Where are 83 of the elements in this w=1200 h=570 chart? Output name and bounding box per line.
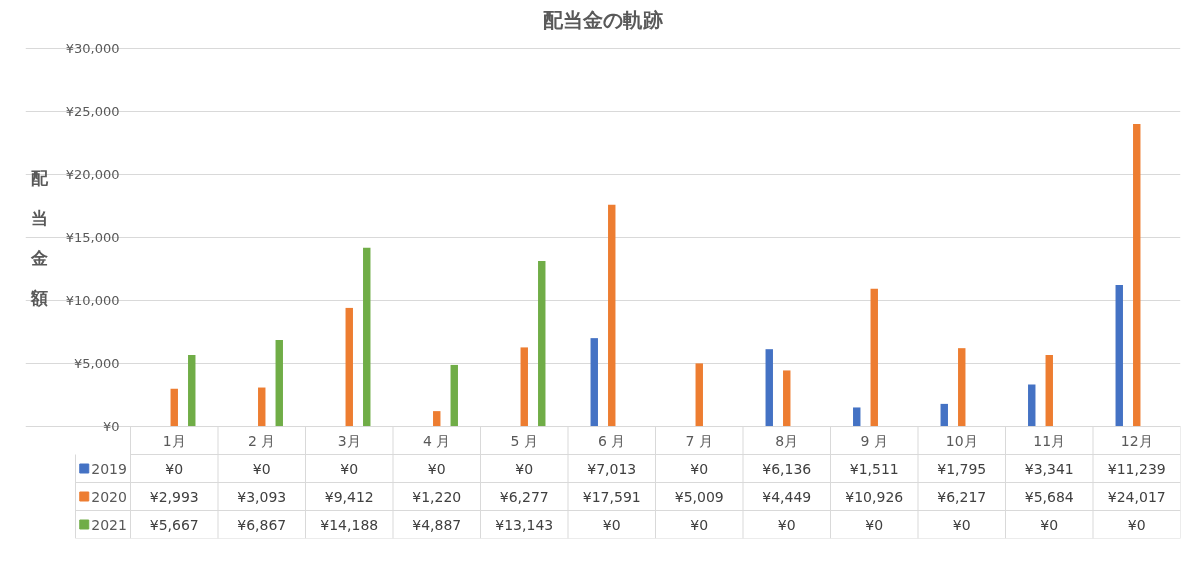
data-label: ¥24,017 — [1107, 488, 1166, 505]
data-label: ¥7,013 — [587, 460, 637, 477]
bar — [765, 349, 773, 427]
data-label: ¥0 — [1040, 516, 1059, 533]
y-tick-label: ¥5,000 — [74, 356, 120, 371]
x-tick-label: 5 月 — [510, 432, 538, 449]
x-tick-label: 1月 — [162, 432, 186, 449]
data-label: ¥2,993 — [149, 488, 199, 505]
bar — [940, 403, 948, 427]
data-label: ¥0 — [690, 516, 709, 533]
data-label: ¥0 — [1127, 516, 1146, 533]
data-label: ¥4,449 — [762, 488, 812, 505]
y-tick-label: ¥25,000 — [65, 104, 120, 119]
x-tick-label: 3月 — [337, 432, 361, 449]
data-label: ¥0 — [427, 460, 446, 477]
bar — [538, 260, 546, 427]
legend-label: 2020 — [91, 488, 127, 505]
bar — [170, 388, 178, 427]
x-tick-label: 7 月 — [685, 432, 713, 449]
data-label: ¥14,188 — [320, 516, 379, 533]
y-tick-label: ¥0 — [102, 419, 120, 434]
data-label: ¥0 — [777, 516, 796, 533]
data-label: ¥6,867 — [237, 516, 287, 533]
y-tick-label: ¥10,000 — [65, 293, 120, 308]
data-label: ¥0 — [252, 460, 271, 477]
data-label: ¥0 — [952, 516, 971, 533]
bar — [520, 347, 528, 427]
x-tick-label: 12月 — [1120, 432, 1153, 449]
data-label: ¥6,277 — [499, 488, 549, 505]
bar — [958, 348, 966, 427]
data-label: ¥1,511 — [849, 460, 899, 477]
data-label: ¥1,795 — [937, 460, 987, 477]
data-label: ¥0 — [602, 516, 621, 533]
bar — [433, 411, 441, 427]
data-label: ¥17,591 — [582, 488, 641, 505]
data-label: ¥11,239 — [1107, 460, 1166, 477]
data-label: ¥1,220 — [412, 488, 462, 505]
bar — [1133, 123, 1141, 427]
bar — [870, 288, 878, 427]
data-label: ¥6,217 — [937, 488, 987, 505]
x-tick-label: 6 月 — [598, 432, 626, 449]
legend-label: 2021 — [91, 516, 127, 533]
y-tick-label: ¥15,000 — [65, 230, 120, 245]
data-label: ¥5,009 — [674, 488, 724, 505]
x-tick-label: 8月 — [775, 432, 799, 449]
chart-title: 配当金の軌跡 — [543, 7, 663, 32]
data-label: ¥0 — [865, 516, 884, 533]
data-label: ¥3,341 — [1024, 460, 1074, 477]
data-label: ¥3,093 — [237, 488, 287, 505]
data-label: ¥4,887 — [412, 516, 462, 533]
bar — [363, 247, 371, 427]
y-axis-title: 配当金額 — [29, 167, 49, 308]
bar — [450, 364, 458, 427]
data-label: ¥0 — [690, 460, 709, 477]
bar — [695, 363, 703, 427]
x-tick-label: 2 月 — [248, 432, 276, 449]
data-label: ¥5,667 — [149, 516, 199, 533]
data-label: ¥0 — [515, 460, 534, 477]
bar — [1045, 354, 1053, 427]
bar — [853, 407, 861, 427]
data-label: ¥5,684 — [1024, 488, 1074, 505]
bar — [1028, 384, 1036, 427]
data-label: ¥0 — [340, 460, 359, 477]
x-tick-label: 9 月 — [860, 432, 888, 449]
bar — [608, 204, 616, 427]
x-tick-label: 4 月 — [423, 432, 451, 449]
data-label: ¥6,136 — [762, 460, 812, 477]
y-tick-label: ¥30,000 — [65, 41, 120, 56]
x-tick-label: 10月 — [945, 432, 978, 449]
bar — [258, 387, 266, 427]
bar — [345, 307, 353, 427]
legend-label: 2019 — [91, 460, 127, 477]
y-tick-label: ¥20,000 — [65, 167, 120, 182]
data-label: ¥13,143 — [495, 516, 554, 533]
bar — [783, 370, 791, 427]
data-label: ¥10,926 — [845, 488, 904, 505]
data-label: ¥0 — [165, 460, 184, 477]
bar — [590, 338, 598, 427]
x-tick-label: 11月 — [1033, 432, 1066, 449]
data-label: ¥9,412 — [324, 488, 374, 505]
bar — [275, 339, 283, 427]
bar — [188, 355, 196, 427]
bar — [1115, 284, 1123, 427]
